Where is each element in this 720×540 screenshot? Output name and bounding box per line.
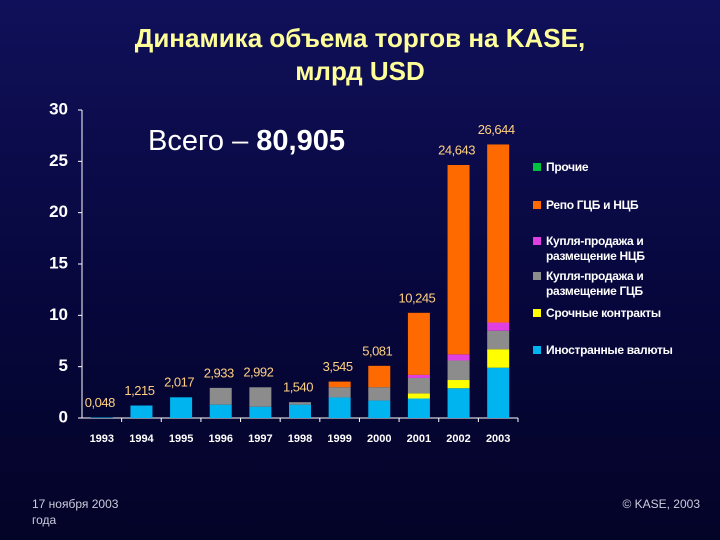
bar-segment bbox=[289, 404, 311, 418]
x-tick-label: 1996 bbox=[208, 433, 232, 445]
bar-segment bbox=[368, 365, 391, 388]
bar-segment bbox=[249, 406, 272, 418]
bar-segment bbox=[407, 377, 430, 394]
x-tick-label: 1997 bbox=[248, 433, 272, 445]
legend-item: Прочие bbox=[533, 160, 589, 175]
x-tick-label: 2000 bbox=[367, 433, 391, 445]
footer-date: 17 ноября 2003 года bbox=[32, 497, 119, 527]
bar-segment bbox=[209, 404, 232, 418]
footer-copyright: © KASE, 2003 bbox=[622, 497, 700, 511]
y-tick-label: 10 bbox=[49, 305, 68, 324]
legend-item: Купля-продажа и размещение НЦБ bbox=[533, 234, 645, 264]
y-tick-label: 25 bbox=[49, 151, 68, 170]
bar-segment bbox=[407, 398, 430, 418]
bar-segment bbox=[487, 330, 510, 350]
bar-segment bbox=[447, 380, 470, 389]
legend-label: Купля-продажа и размещение НЦБ bbox=[546, 234, 645, 263]
legend-swatch bbox=[533, 272, 541, 280]
annotation: Всего – 80,905 bbox=[148, 125, 345, 157]
x-tick-label: 2001 bbox=[407, 433, 431, 445]
legend-item: Репо ГЦБ и НЦБ bbox=[533, 198, 639, 213]
bar-segment bbox=[407, 312, 430, 375]
total-label: 3,545 bbox=[323, 359, 353, 374]
x-tick-label: 1994 bbox=[129, 433, 154, 445]
x-tick-label: 2002 bbox=[446, 433, 470, 445]
legend-swatch bbox=[533, 346, 541, 354]
total-label: 5,081 bbox=[362, 343, 392, 358]
legend-label: Срочные контракты bbox=[546, 306, 661, 320]
legend-swatch bbox=[533, 237, 541, 245]
bar-segment bbox=[447, 164, 470, 355]
bar-segment bbox=[130, 405, 153, 418]
legend-item: Купля-продажа и размещение ГЦБ bbox=[533, 269, 644, 299]
total-label: 1,215 bbox=[124, 383, 154, 398]
x-tick-label: 1993 bbox=[90, 433, 114, 445]
total-label: 2,992 bbox=[243, 365, 273, 380]
bar-segment bbox=[328, 387, 351, 398]
total-label: 0,048 bbox=[85, 395, 115, 410]
bar-segment bbox=[407, 374, 430, 378]
legend-item: Срочные контракты bbox=[533, 306, 661, 321]
bar-segment bbox=[328, 397, 351, 418]
total-label: 10,245 bbox=[399, 290, 436, 305]
legend-swatch bbox=[533, 163, 541, 171]
y-tick-label: 20 bbox=[49, 202, 68, 221]
y-tick-label: 5 bbox=[59, 356, 68, 375]
bar-segment bbox=[407, 393, 430, 399]
bar-segment bbox=[447, 360, 470, 381]
y-tick-label: 30 bbox=[49, 99, 68, 118]
legend-item: Иностранные валюты bbox=[533, 343, 673, 358]
bar-segment bbox=[487, 349, 510, 368]
y-tick-label: 15 bbox=[49, 253, 68, 272]
x-tick-label: 1999 bbox=[327, 433, 351, 445]
bar-segment bbox=[447, 354, 470, 361]
total-label: 1,540 bbox=[283, 380, 313, 395]
bar-segment bbox=[368, 400, 391, 418]
bar-segment bbox=[289, 402, 311, 405]
legend-label: Купля-продажа и размещение ГЦБ bbox=[546, 269, 644, 298]
total-label: 2,017 bbox=[164, 375, 194, 390]
legend-swatch bbox=[533, 201, 541, 209]
bar-segment bbox=[487, 144, 510, 323]
bar-segment bbox=[249, 387, 272, 407]
bar-segment bbox=[447, 388, 470, 418]
annotation-value: 80,905 bbox=[256, 125, 345, 157]
bar-segment bbox=[368, 387, 391, 401]
chart-title: Динамика объема торгов на KASE, млрд USD bbox=[134, 23, 586, 86]
bar-segment bbox=[209, 387, 232, 405]
x-tick-label: 1998 bbox=[288, 433, 312, 445]
y-tick-label: 0 bbox=[59, 407, 68, 426]
legend-label: Репо ГЦБ и НЦБ bbox=[546, 198, 639, 212]
legend-swatch bbox=[533, 309, 541, 317]
bar-segment bbox=[487, 322, 510, 331]
x-tick-label: 2003 bbox=[486, 433, 510, 445]
total-label: 2,933 bbox=[204, 365, 234, 380]
legend-label: Прочие bbox=[546, 160, 589, 174]
annotation-label: Всего – bbox=[148, 125, 249, 157]
total-label: 26,644 bbox=[478, 122, 515, 137]
bar-segment bbox=[487, 367, 510, 418]
total-label: 24,643 bbox=[438, 142, 475, 157]
bar-segment bbox=[328, 381, 351, 388]
legend-label: Иностранные валюты bbox=[546, 343, 673, 357]
bar-segment bbox=[170, 397, 193, 418]
x-tick-label: 1995 bbox=[169, 433, 193, 445]
